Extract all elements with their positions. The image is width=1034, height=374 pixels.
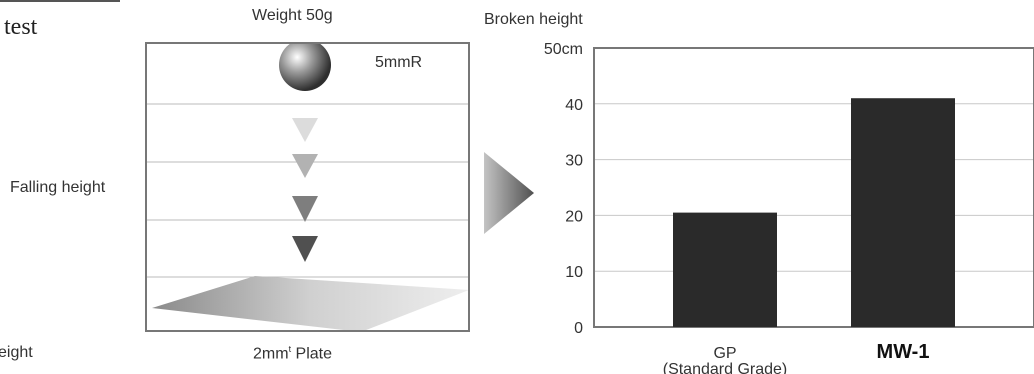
plot-frame	[593, 47, 1034, 328]
y-tick-label: 0	[574, 320, 583, 337]
plate-shape	[152, 276, 468, 330]
plate-label-main: 2mm	[253, 345, 289, 363]
plate-label-end: Plate	[291, 345, 332, 363]
bar	[851, 98, 955, 327]
weight-label: Weight 50g	[252, 7, 333, 24]
fall-arrow-4	[292, 236, 318, 262]
y-axis-title: Broken height	[484, 11, 583, 28]
fall-arrow-1	[292, 118, 318, 142]
fall-arrow-3	[292, 196, 318, 222]
drop-test-illustration	[147, 44, 468, 330]
section-title-fragment: test	[4, 14, 38, 40]
radius-label: 5mmR	[375, 54, 423, 71]
x-category-label: GP	[713, 345, 736, 362]
y-tick-label: 30	[565, 153, 583, 170]
broken-height-chart: 0 10 20 30 40 50cm GP(Standard Grade) MW-1	[544, 41, 1034, 374]
caption-fragment: eight	[0, 344, 33, 361]
falling-height-label: Falling height	[10, 179, 106, 196]
plate-label-sup: t	[288, 344, 292, 354]
bar	[673, 212, 777, 327]
x-category-label: MW-1	[877, 341, 930, 363]
guide-lines	[147, 103, 468, 278]
y-tick-label: 50cm	[544, 41, 583, 58]
y-tick-label: 40	[565, 97, 583, 114]
steel-ball-icon	[279, 44, 331, 91]
drop-test-box	[145, 42, 470, 332]
top-rule	[0, 0, 120, 2]
result-arrow-icon	[484, 152, 534, 234]
y-tick-label: 10	[565, 264, 583, 281]
fall-arrow-2	[292, 154, 318, 178]
plate-label: 2mmt Plate	[253, 344, 332, 363]
y-tick-label: 20	[565, 208, 583, 225]
x-category-sublabel: (Standard Grade)	[663, 361, 788, 374]
